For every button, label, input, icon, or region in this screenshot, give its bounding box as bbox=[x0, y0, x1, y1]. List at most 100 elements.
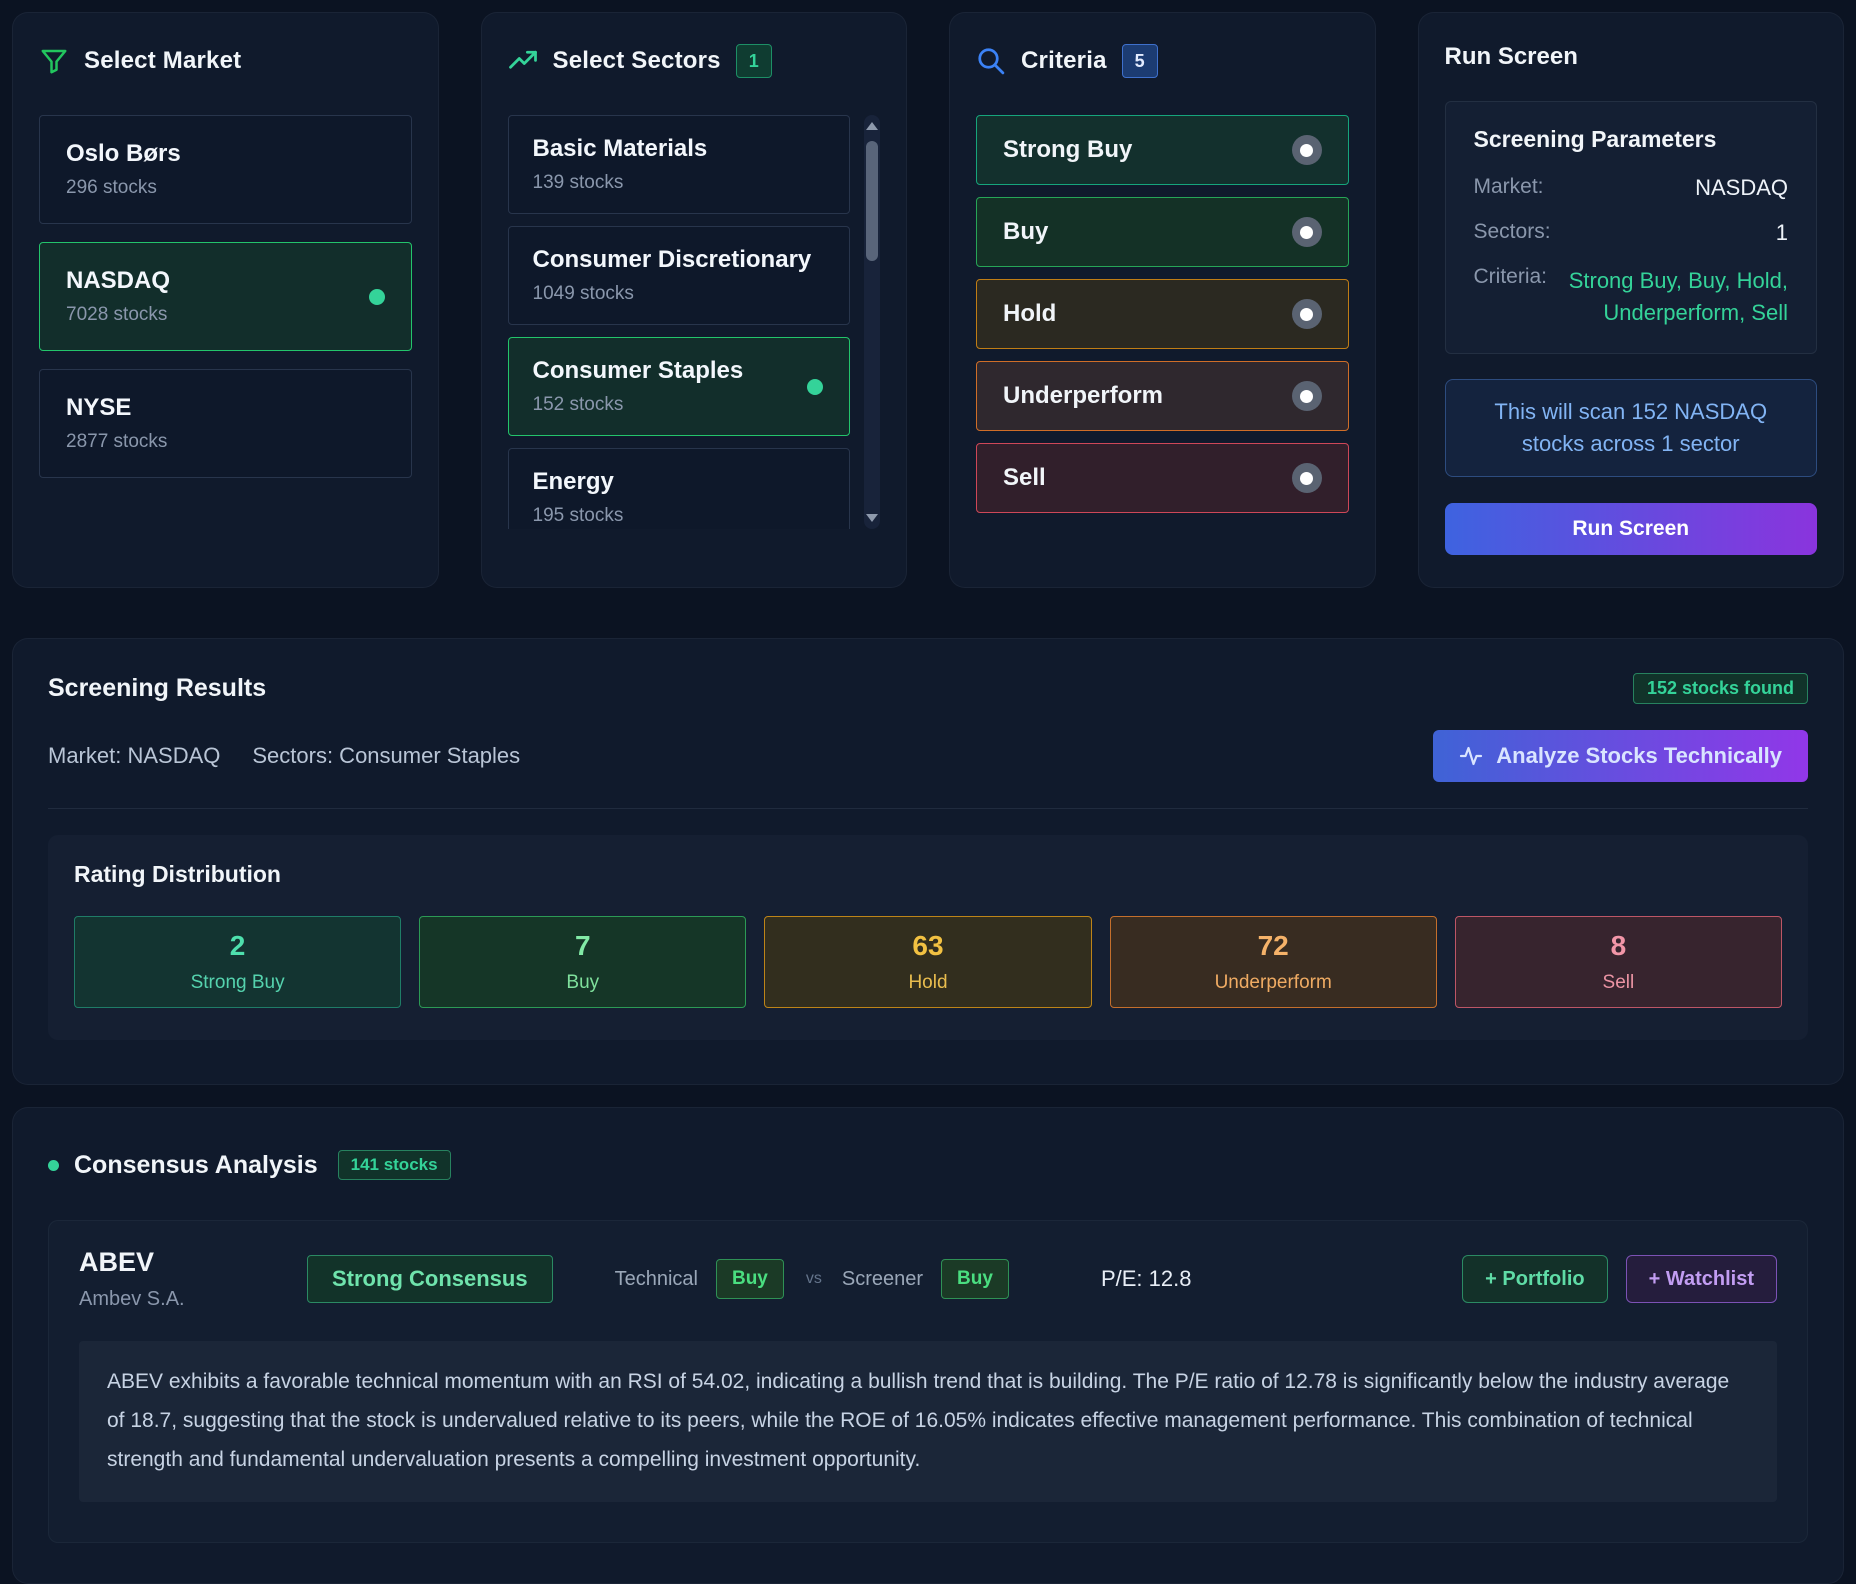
select-market-panel: Select Market Oslo Børs 296 stocks NASDA… bbox=[12, 12, 439, 588]
rating-count: 8 bbox=[1610, 930, 1627, 961]
rating-stat-underperform: 72 Underperform bbox=[1109, 916, 1437, 1008]
run-screen-button[interactable]: Run Screen bbox=[1444, 502, 1817, 555]
sector-name: Consumer Staples bbox=[532, 357, 744, 384]
filter-icon bbox=[39, 46, 69, 76]
search-icon bbox=[976, 46, 1006, 76]
market-name: NYSE bbox=[66, 394, 132, 421]
select-sectors-header: Select Sectors 1 bbox=[508, 43, 881, 79]
technical-vs-screener-group: Technical Buy vs Screener Buy bbox=[615, 1259, 1009, 1299]
sector-name: Basic Materials bbox=[532, 135, 708, 162]
rating-grid: 2 Strong Buy 7 Buy 63 Hold 72 Underperfo… bbox=[74, 916, 1782, 1008]
run-screen-panel: Run Screen Screening Parameters Market: … bbox=[1417, 12, 1844, 588]
scroll-down-icon[interactable] bbox=[866, 514, 878, 522]
criteria-label: Buy bbox=[1003, 218, 1049, 245]
pe-ratio-value: P/E: 12.8 bbox=[1100, 1266, 1192, 1291]
criteria-item-underperform[interactable]: Underperform bbox=[976, 361, 1349, 431]
analyze-stocks-button[interactable]: Analyze Stocks Technically bbox=[1433, 730, 1808, 782]
criteria-title: Criteria bbox=[1021, 47, 1107, 74]
sector-item-consumer-discretionary[interactable]: Consumer Discretionary 1049 stocks bbox=[507, 226, 850, 325]
market-item-oslo-bors[interactable]: Oslo Børs 296 stocks bbox=[39, 115, 412, 224]
stock-analysis-description: ABEV exhibits a favorable technical mome… bbox=[79, 1341, 1777, 1502]
technical-label: Technical bbox=[614, 1267, 698, 1290]
results-summary-row: Market: NASDAQ Sectors: Consumer Staples… bbox=[48, 730, 1808, 782]
market-stock-count: 2877 stocks bbox=[66, 431, 168, 452]
radio-selected-icon bbox=[1291, 463, 1322, 493]
run-screen-title: Run Screen bbox=[1444, 43, 1578, 70]
market-stock-count: 296 stocks bbox=[66, 177, 157, 198]
sector-stock-count: 1049 stocks bbox=[532, 283, 634, 304]
screener-label: Screener bbox=[841, 1267, 924, 1290]
stock-identity: ABEV Ambev S.A. bbox=[79, 1247, 307, 1311]
screening-parameters-title: Screening Parameters bbox=[1473, 126, 1717, 152]
rating-count: 72 bbox=[1257, 930, 1289, 961]
market-summary: Market: NASDAQ bbox=[48, 743, 221, 768]
param-value-sectors: 1 bbox=[1775, 220, 1788, 245]
sectors-summary: Sectors: Consumer Staples bbox=[252, 743, 521, 768]
activity-icon bbox=[1459, 744, 1483, 768]
results-title: Screening Results bbox=[48, 674, 267, 702]
criteria-label: Underperform bbox=[1003, 382, 1164, 409]
analyze-stocks-label: Analyze Stocks Technically bbox=[1496, 743, 1782, 768]
scrollbar-thumb[interactable] bbox=[866, 141, 878, 261]
rating-stat-strong-buy: 2 Strong Buy bbox=[74, 916, 402, 1008]
criteria-panel: Criteria 5 Strong Buy Buy Hold Underperf… bbox=[949, 12, 1376, 588]
market-stock-count: 7028 stocks bbox=[66, 304, 168, 325]
rating-stat-buy: 7 Buy bbox=[419, 916, 747, 1008]
rating-label: Strong Buy bbox=[190, 972, 285, 993]
radio-selected-icon bbox=[1291, 299, 1322, 329]
add-to-watchlist-button[interactable]: + Watchlist bbox=[1625, 1255, 1777, 1303]
green-dot-icon bbox=[48, 1159, 59, 1171]
sector-item-consumer-staples[interactable]: Consumer Staples 152 stocks bbox=[507, 337, 850, 436]
sector-stock-count: 139 stocks bbox=[532, 172, 624, 193]
sectors-scrollbar[interactable] bbox=[864, 115, 880, 529]
sector-stock-count: 195 stocks bbox=[532, 505, 624, 526]
results-divider bbox=[48, 808, 1808, 809]
stock-ticker: ABEV bbox=[79, 1247, 155, 1277]
sector-name: Consumer Discretionary bbox=[532, 246, 812, 273]
param-row-market: Market: NASDAQ bbox=[1474, 175, 1789, 201]
sectors-scroll-area: Basic Materials 139 stocks Consumer Disc… bbox=[507, 115, 880, 529]
market-name: Oslo Børs bbox=[66, 140, 181, 167]
screening-results-panel: Screening Results 152 stocks found Marke… bbox=[12, 638, 1844, 1085]
market-item-nyse[interactable]: NYSE 2877 stocks bbox=[39, 369, 412, 478]
select-sectors-title: Select Sectors bbox=[552, 47, 721, 74]
rating-distribution-title: Rating Distribution bbox=[74, 861, 281, 887]
scroll-up-icon[interactable] bbox=[866, 122, 878, 130]
vs-label: vs bbox=[805, 1270, 822, 1287]
add-to-portfolio-button[interactable]: + Portfolio bbox=[1462, 1255, 1608, 1303]
sector-item-basic-materials[interactable]: Basic Materials 139 stocks bbox=[507, 115, 850, 214]
selected-dot-icon bbox=[368, 288, 385, 305]
rating-count: 2 bbox=[229, 930, 246, 961]
stocks-found-badge: 152 stocks found bbox=[1632, 673, 1808, 704]
param-label: Sectors: bbox=[1473, 220, 1551, 243]
sector-item-energy[interactable]: Energy 195 stocks bbox=[507, 448, 850, 529]
scan-info-note: This will scan 152 NASDAQ stocks across … bbox=[1444, 378, 1817, 477]
rating-count: 63 bbox=[912, 930, 944, 961]
stock-company-name: Ambev S.A. bbox=[79, 1288, 185, 1310]
rating-label: Underperform bbox=[1214, 972, 1332, 993]
rating-stat-hold: 63 Hold bbox=[764, 916, 1092, 1008]
consensus-stocks-badge: 141 stocks bbox=[337, 1150, 451, 1180]
market-item-nasdaq[interactable]: NASDAQ 7028 stocks bbox=[39, 242, 412, 351]
criteria-item-hold[interactable]: Hold bbox=[976, 279, 1349, 349]
technical-rating-badge: Buy bbox=[715, 1259, 784, 1299]
select-sectors-panel: Select Sectors 1 Basic Materials 139 sto… bbox=[480, 12, 907, 588]
sectors-selected-count-badge: 1 bbox=[735, 44, 772, 78]
screener-rating-badge: Buy bbox=[941, 1259, 1009, 1299]
rating-label: Buy bbox=[566, 972, 600, 993]
criteria-item-sell[interactable]: Sell bbox=[976, 443, 1349, 513]
consensus-header: Consensus Analysis 141 stocks bbox=[48, 1150, 1808, 1180]
market-name: NASDAQ bbox=[66, 267, 171, 294]
criteria-header: Criteria 5 bbox=[976, 43, 1349, 79]
criteria-item-buy[interactable]: Buy bbox=[976, 197, 1349, 267]
trending-up-icon bbox=[508, 46, 538, 76]
criteria-item-strong-buy[interactable]: Strong Buy bbox=[976, 115, 1349, 185]
criteria-count-badge: 5 bbox=[1121, 44, 1158, 78]
top-row: Select Market Oslo Børs 296 stocks NASDA… bbox=[12, 12, 1844, 588]
criteria-label: Hold bbox=[1003, 300, 1057, 327]
rating-count: 7 bbox=[575, 930, 591, 961]
param-row-criteria: Criteria: Strong Buy, Buy, Hold, Underpe… bbox=[1474, 265, 1789, 329]
stock-row: ABEV Ambev S.A. Strong Consensus Technic… bbox=[79, 1247, 1777, 1311]
param-value-market: NASDAQ bbox=[1695, 175, 1788, 200]
param-row-sectors: Sectors: 1 bbox=[1474, 220, 1789, 246]
